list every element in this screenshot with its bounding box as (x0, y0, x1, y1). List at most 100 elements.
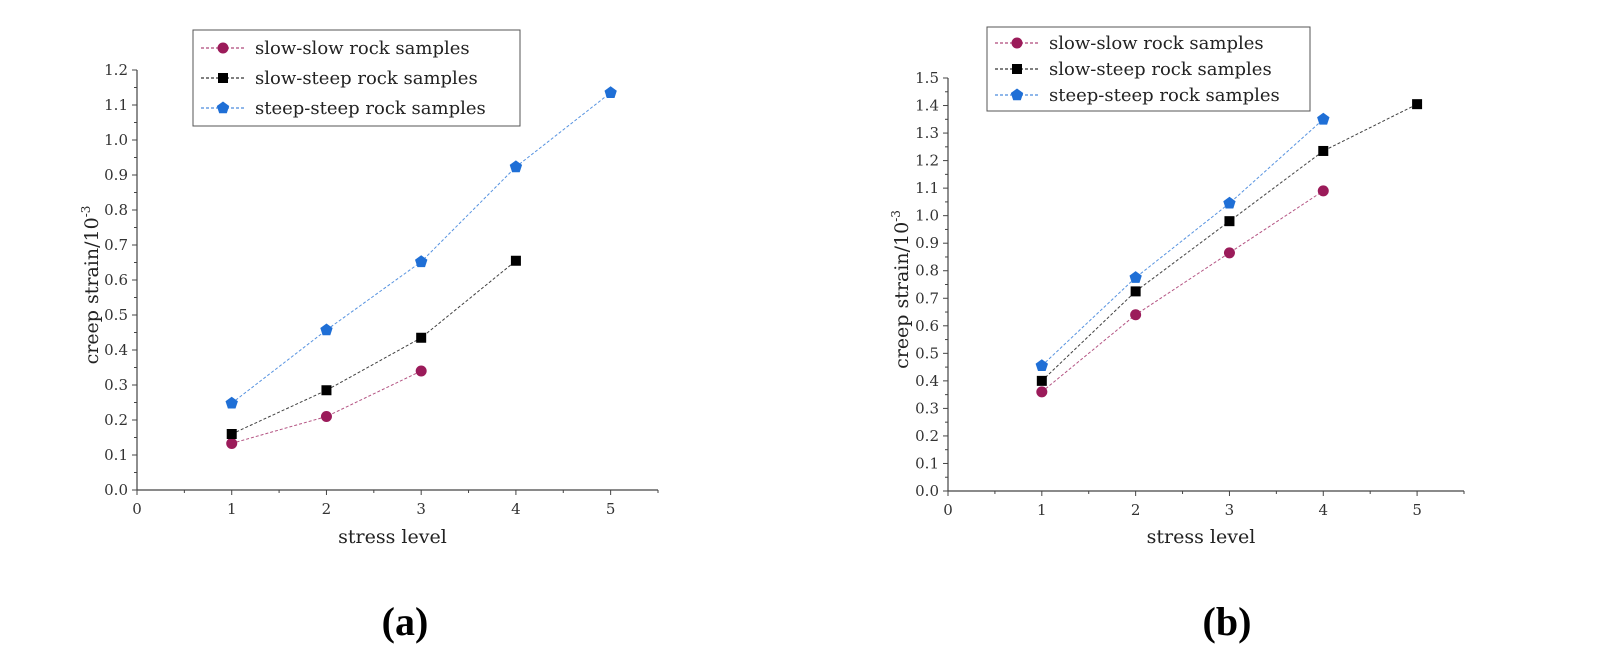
legend-label: slow-steep rock samples (255, 68, 478, 89)
y-tick-label: 0.9 (104, 166, 128, 184)
legend-marker (217, 42, 229, 54)
chart-panel-1: 0.0 0.1 0.2 0.3 0.4 0.5 0.6 0.7 0.8 0.9 1.0 1.1 1.2 0… (79, 29, 659, 644)
y-tick-label: 1.1 (104, 96, 128, 114)
chart-panel-2: 0.0 0.1 0.2 0.3 0.4 0.5 0.6 0.7 0.8 0.9 1.0 1.1 1.2 1… (889, 26, 1465, 644)
x-tick-label: 5 (606, 500, 616, 518)
data-point (415, 365, 427, 377)
x-tick-label: 0 (132, 500, 142, 518)
data-point (1412, 99, 1423, 110)
legend: slow-slow rock samples slow-steep rock sa… (192, 29, 521, 127)
y-axis-title-exponent: -3 (889, 210, 903, 222)
x-tick-label: 2 (1131, 501, 1141, 519)
y-axis-title: creep strain/10-3 (79, 206, 103, 365)
y-axis-title-exponent: -3 (79, 206, 93, 218)
legend-marker (1012, 64, 1022, 74)
x-tick-label: 2 (322, 500, 332, 518)
data-point (509, 160, 523, 173)
data-point (1130, 309, 1142, 321)
data-point (1318, 145, 1329, 156)
x-tick-label: 3 (416, 500, 426, 518)
y-tick-label: 0.3 (915, 399, 939, 417)
y-tick-label: 0.6 (915, 317, 939, 335)
panel-label: (b) (1203, 599, 1252, 644)
data-point (1036, 386, 1048, 398)
y-tick-label: 0.0 (104, 481, 128, 499)
x-tick-label: 4 (511, 500, 521, 518)
x-tick-label: 0 (943, 501, 953, 519)
panel-label: (a) (382, 599, 429, 644)
y-tick-label: 1.2 (104, 61, 128, 79)
data-point (1224, 216, 1235, 227)
data-point (1130, 286, 1141, 297)
y-tick-label: 0.9 (915, 234, 939, 252)
x-tick-label: 1 (1037, 501, 1047, 519)
y-tick-label: 1.3 (915, 124, 939, 142)
x-tick-label: 5 (1412, 501, 1422, 519)
series-circle (1036, 185, 1329, 398)
y-tick-label: 1.2 (915, 152, 939, 170)
y-tick-label: 1.1 (915, 179, 939, 197)
legend-label: slow-slow rock samples (1049, 33, 1264, 54)
y-tick-label: 1.5 (915, 69, 939, 87)
legend: slow-slow rock samples slow-steep rock sa… (986, 26, 1311, 112)
y-tick-label: 0.5 (104, 306, 128, 324)
legend-label: slow-slow rock samples (255, 38, 470, 59)
data-point (1317, 185, 1329, 197)
y-tick-label: 0.3 (104, 376, 128, 394)
series-square (226, 255, 521, 439)
series-line (1041, 190, 1324, 393)
y-tick-label: 0.2 (104, 411, 128, 429)
x-tick-label: 1 (227, 500, 237, 518)
y-tick-label: 1.4 (915, 97, 939, 115)
legend-label: steep-steep rock samples (1049, 85, 1280, 106)
data-point (225, 396, 238, 409)
y-tick-label: 0.6 (104, 271, 128, 289)
data-point (321, 385, 332, 396)
data-point (1223, 247, 1235, 259)
x-axis-title: stress level (338, 526, 447, 548)
x-tick-label: 3 (1225, 501, 1235, 519)
y-tick-label: 0.1 (104, 446, 128, 464)
y-tick-label: 0.2 (915, 427, 939, 445)
y-tick-label: 1.0 (915, 207, 939, 225)
y-tick-label: 0.7 (915, 289, 939, 307)
data-point (226, 429, 237, 439)
series-line (231, 370, 422, 444)
y-tick-label: 0.8 (915, 262, 939, 280)
y-tick-label: 0.8 (104, 201, 128, 219)
data-point (604, 86, 617, 98)
legend-box (192, 29, 521, 127)
legend-marker (1011, 37, 1023, 49)
y-tick-label: 0.1 (915, 454, 939, 472)
series-line (231, 260, 517, 435)
series-line (231, 92, 611, 404)
data-point (1317, 112, 1330, 125)
y-tick-label: 1.0 (104, 131, 128, 149)
legend-marker (216, 101, 230, 114)
data-point (1129, 271, 1142, 283)
legend-label: slow-steep rock samples (1049, 59, 1272, 80)
data-point (226, 437, 238, 449)
y-tick-label: 0.4 (104, 341, 128, 359)
data-point (1035, 359, 1048, 371)
data-point (415, 255, 428, 268)
legend-box (986, 26, 1311, 112)
series-line (1041, 118, 1324, 367)
data-point (320, 323, 333, 336)
y-tick-label: 0.4 (915, 372, 939, 390)
series-circle (226, 365, 427, 449)
legend-label: steep-steep rock samples (255, 98, 486, 119)
x-axis-title: stress level (1147, 526, 1256, 548)
series-line (1041, 103, 1418, 382)
legend-marker (218, 73, 228, 83)
data-point (510, 255, 521, 266)
x-tick-label: 4 (1318, 501, 1328, 519)
data-point (1223, 196, 1236, 209)
series-pentagon (1035, 112, 1330, 371)
series-square (1036, 99, 1423, 386)
y-tick-label: 0.5 (915, 344, 939, 362)
data-point (320, 411, 332, 422)
data-point (1036, 375, 1047, 386)
series-pentagon (225, 86, 617, 409)
